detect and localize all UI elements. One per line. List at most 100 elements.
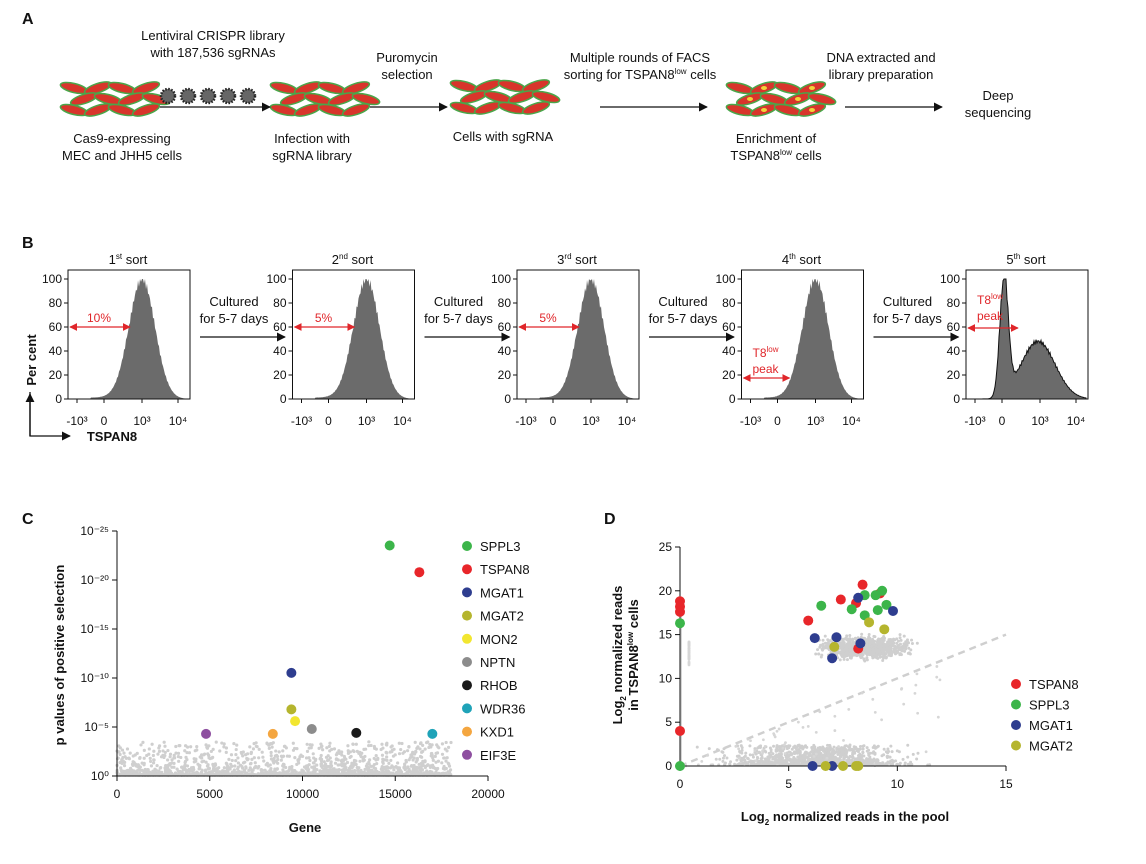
background-point	[426, 763, 430, 767]
background-point	[368, 758, 372, 762]
background-point	[330, 747, 334, 752]
background-point	[848, 645, 852, 649]
superscript: rd	[564, 252, 571, 261]
background-point	[250, 757, 254, 761]
background-point	[857, 747, 861, 751]
background-point	[335, 772, 339, 776]
background-point	[293, 756, 297, 760]
y-axis-label: Log2 normalized reads in TSPAN8low cells	[610, 586, 641, 725]
background-point	[348, 755, 352, 759]
background-point	[859, 653, 863, 657]
background-point	[910, 641, 914, 645]
point	[887, 605, 898, 616]
point	[879, 624, 890, 635]
background-point	[152, 749, 156, 753]
background-point	[866, 649, 870, 653]
background-point	[332, 747, 337, 751]
background-point	[157, 749, 162, 753]
background-point	[876, 641, 880, 645]
background-point	[714, 757, 718, 761]
background-point	[883, 642, 887, 646]
y-tick-label: 100	[940, 272, 960, 286]
background-point	[687, 643, 691, 647]
background-point	[270, 745, 274, 749]
background-point	[233, 764, 237, 768]
background-point	[142, 756, 146, 760]
background-point	[822, 645, 826, 649]
background-point	[337, 749, 341, 753]
background-point	[803, 751, 807, 755]
background-point	[143, 769, 148, 774]
background-point	[351, 742, 355, 746]
background-point	[404, 758, 408, 763]
y-tick-label: 20	[498, 368, 512, 382]
background-point	[687, 641, 691, 645]
background-point	[288, 766, 293, 770]
background-point	[768, 746, 772, 750]
x-tick-label: 10³	[133, 414, 150, 428]
label: in TSPAN8low cells	[626, 599, 641, 710]
background-point	[199, 770, 203, 774]
background-point	[310, 765, 314, 769]
background-point	[938, 678, 942, 682]
background-point	[172, 765, 176, 769]
background-point	[743, 754, 747, 758]
background-point	[834, 757, 838, 761]
background-point	[121, 772, 125, 776]
label-part: 5	[1006, 252, 1013, 267]
background-point	[887, 638, 891, 642]
point	[384, 540, 395, 551]
label-part: cells	[626, 599, 641, 632]
background-point	[397, 766, 401, 770]
background-point	[228, 767, 232, 771]
point	[414, 567, 425, 578]
background-point	[166, 748, 170, 753]
background-point	[224, 761, 228, 765]
background-point	[161, 754, 166, 759]
x-tick-label: 0	[774, 414, 781, 428]
background-point	[740, 751, 744, 755]
background-point	[800, 746, 804, 750]
background-point	[817, 758, 821, 762]
background-point	[161, 749, 165, 753]
background-point	[773, 735, 777, 739]
legend-swatch	[1011, 679, 1021, 689]
background-point	[360, 751, 364, 755]
background-point	[427, 745, 431, 750]
x-tick-label: -10³	[66, 414, 87, 428]
background-point	[140, 768, 144, 772]
background-point	[283, 744, 287, 748]
legend-swatch	[462, 680, 472, 691]
label: Cultured	[434, 294, 483, 309]
legend-label: NPTN	[480, 655, 515, 670]
background-point	[840, 646, 844, 650]
background-point	[777, 727, 781, 731]
background-point	[707, 747, 711, 751]
background-point	[821, 638, 825, 642]
background-point	[444, 740, 448, 745]
background-point	[754, 759, 758, 763]
x-tick-label: -10³	[964, 414, 985, 428]
legend-swatch	[462, 610, 472, 621]
label-part: cells	[792, 148, 822, 163]
background-point	[745, 762, 749, 766]
background-point	[915, 641, 919, 645]
background-point	[872, 649, 876, 653]
background-point	[391, 754, 396, 758]
background-point	[872, 643, 876, 647]
background-point	[792, 751, 796, 755]
background-point	[867, 748, 871, 752]
background-point	[177, 759, 181, 763]
label-part: in TSPAN8	[626, 645, 641, 711]
x-tick-label: 0	[101, 414, 108, 428]
background-point	[359, 768, 363, 773]
point	[872, 605, 883, 616]
background-point	[842, 654, 846, 658]
legend-swatch	[462, 703, 472, 714]
background-point	[242, 768, 247, 772]
background-point	[785, 763, 789, 767]
y-tick-label: 20	[722, 368, 736, 382]
marker	[747, 97, 753, 101]
background-point	[867, 758, 871, 762]
background-point	[847, 759, 851, 763]
